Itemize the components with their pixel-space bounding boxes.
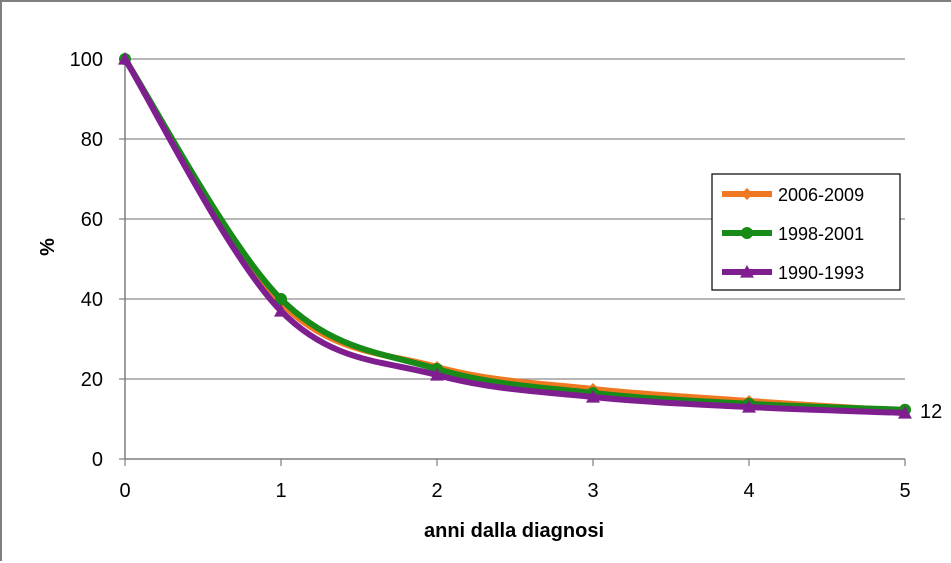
legend-label: 1998-2001 [778, 224, 864, 244]
legend: 2006-2009 1998-2001 1990-1993 [711, 173, 901, 291]
y-axis-title: % [37, 238, 59, 256]
series-lines [118, 52, 912, 419]
data-point [586, 390, 600, 403]
legend-item: 1990-1993 [722, 263, 864, 283]
y-tick-label: 40 [81, 289, 103, 311]
legend-marker [741, 227, 753, 239]
y-tick-label: 60 [81, 209, 103, 231]
legend-items: 2006-2009 1998-2001 1990-1993 [722, 185, 864, 283]
legend-marker [741, 188, 753, 200]
series-1990-1993 [118, 52, 912, 419]
legend-label: 1990-1993 [778, 263, 864, 283]
x-tick-label: 1 [275, 480, 286, 502]
x-tick-label: 2 [431, 480, 442, 502]
y-tick-label: 0 [92, 449, 103, 471]
axes [119, 58, 906, 466]
legend-label: 2006-2009 [778, 185, 864, 205]
x-tick-label: 4 [743, 480, 754, 502]
y-tick-label: 100 [70, 49, 103, 71]
data-point [742, 400, 756, 413]
end-value-annotation: 12 [920, 401, 942, 423]
data-point [118, 52, 132, 65]
data-point [275, 293, 287, 305]
legend-marker [740, 265, 754, 278]
data-point [898, 406, 912, 419]
y-tick-label: 20 [81, 369, 103, 391]
x-tick-label: 0 [119, 480, 130, 502]
legend-item: 1998-2001 [722, 224, 864, 244]
x-axis-title: anni dalla diagnosi [424, 520, 604, 542]
data-point [274, 304, 288, 317]
tick-labels: 0 20 40 60 80 100 0 1 2 3 4 5 [70, 49, 911, 502]
gridlines [125, 58, 905, 380]
x-tick-label: 3 [587, 480, 598, 502]
series-line [122, 56, 908, 416]
series-line [122, 56, 908, 413]
data-point [430, 368, 444, 381]
y-tick-label: 80 [81, 129, 103, 151]
legend-item: 2006-2009 [722, 185, 864, 205]
x-tick-label: 5 [899, 480, 910, 502]
